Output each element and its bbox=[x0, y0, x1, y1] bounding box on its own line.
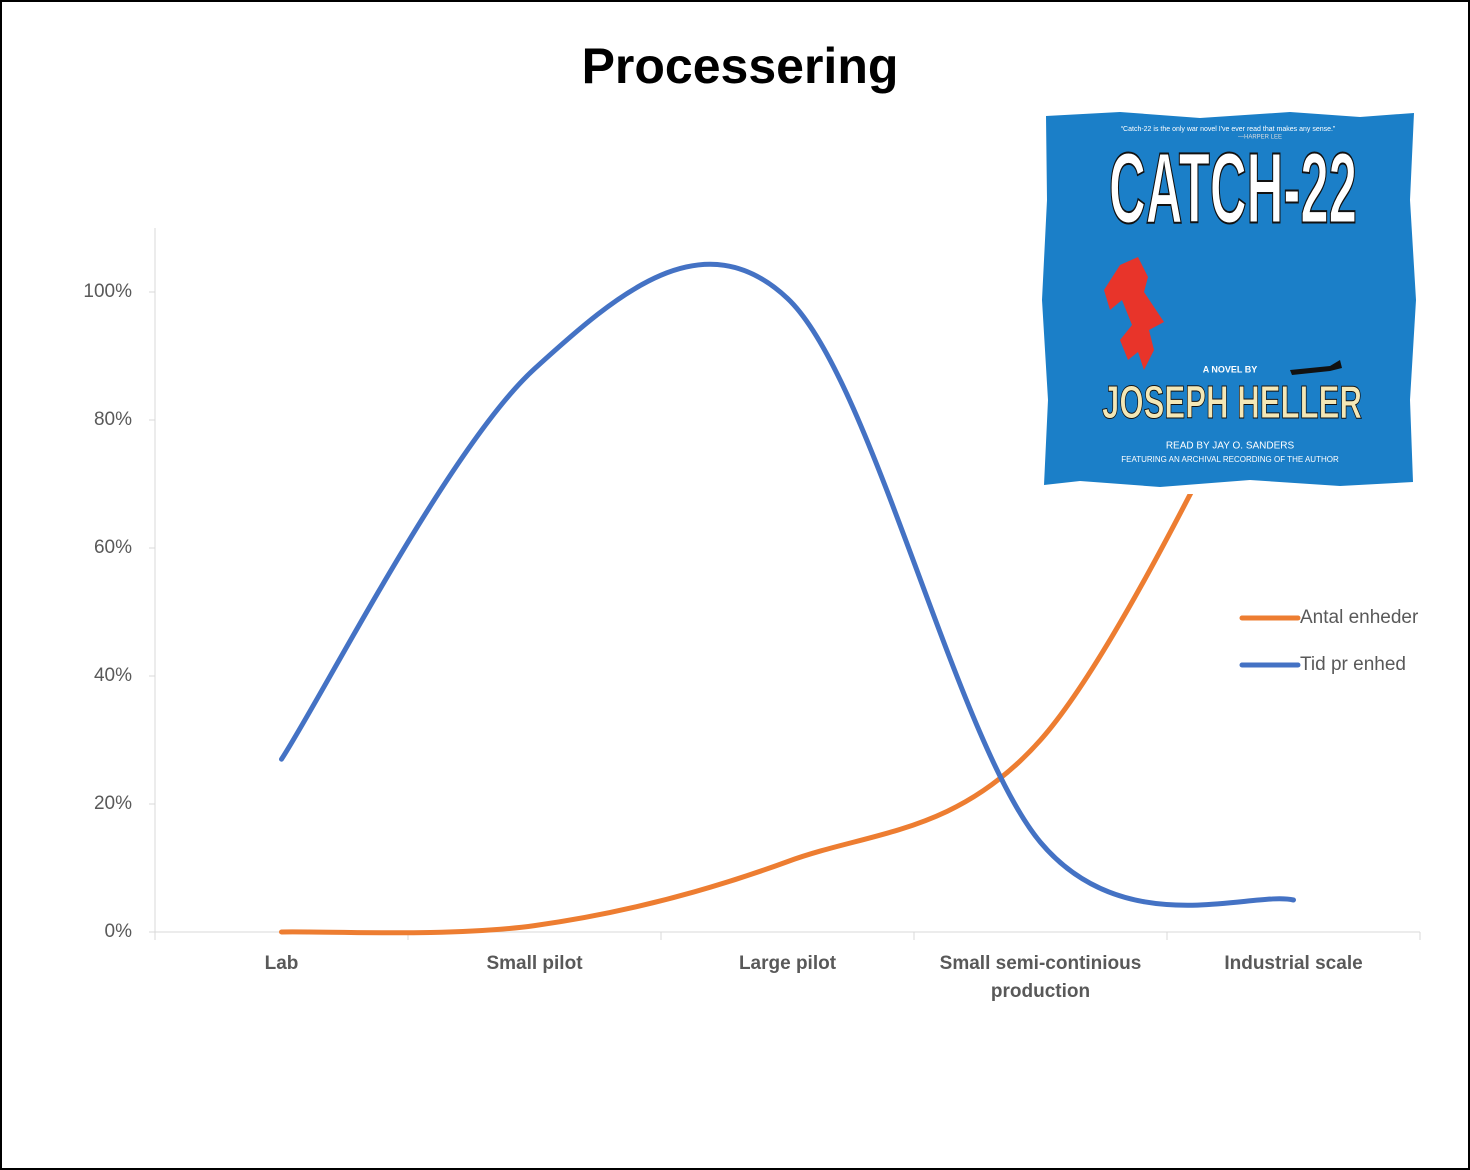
y-tick-label: 40% bbox=[94, 665, 132, 686]
cover-quote: “Catch-22 is the only war novel I've eve… bbox=[1121, 126, 1336, 133]
cover-plane bbox=[1290, 360, 1342, 375]
cover-reader: READ BY JAY O. SANDERS bbox=[1166, 441, 1295, 452]
cover-figure bbox=[1104, 257, 1164, 370]
chart-title: Processering bbox=[582, 38, 899, 94]
x-tick-label: Industrial scale bbox=[1224, 953, 1363, 974]
cover-note: FEATURING AN ARCHIVAL RECORDING OF THE A… bbox=[1121, 455, 1339, 464]
x-tick-label: Small semi-continious production bbox=[939, 953, 1142, 1002]
x-tick-label: Lab bbox=[264, 953, 299, 974]
cover-title: CATCH-22 bbox=[1109, 132, 1357, 244]
y-tick-label: 100% bbox=[83, 281, 132, 302]
cover-byline: A NOVEL BY bbox=[1203, 364, 1258, 374]
cover-quote-by: —HARPER LEE bbox=[1238, 135, 1282, 141]
legend-label: Tid pr enhed bbox=[1300, 654, 1406, 675]
y-tick-label: 80% bbox=[94, 409, 132, 430]
line-series bbox=[279, 261, 1296, 908]
y-tick-label: 20% bbox=[94, 793, 132, 814]
legend-label: Antal enheder bbox=[1300, 607, 1419, 628]
y-tick-label: 0% bbox=[105, 921, 133, 942]
cover-author: JOSEPH HELLER bbox=[1102, 376, 1362, 428]
x-tick-label: Large pilot bbox=[738, 953, 837, 974]
x-tick-label: Small pilot bbox=[486, 953, 583, 974]
cover-background bbox=[1042, 112, 1416, 487]
y-tick-label: 60% bbox=[94, 537, 132, 558]
line-series bbox=[279, 289, 1296, 936]
